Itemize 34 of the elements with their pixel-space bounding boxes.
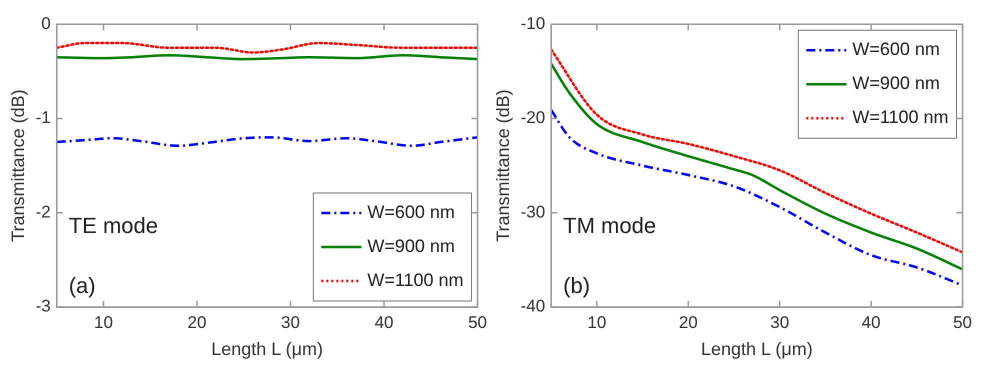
y-tick-label: 0 bbox=[41, 14, 51, 33]
x-tick-label: 20 bbox=[678, 312, 698, 332]
x-tick-label: 20 bbox=[188, 312, 206, 332]
x-tick-label: 40 bbox=[374, 312, 394, 332]
y-tick-label: -2 bbox=[36, 202, 51, 222]
legend-label: W=1100 nm bbox=[852, 107, 949, 128]
x-axis-title: Length L (μm) bbox=[700, 339, 813, 360]
x-tick-label: 40 bbox=[862, 312, 881, 332]
y-tick-label: -20 bbox=[520, 108, 546, 128]
y-axis-title: Transmittance (dB) bbox=[492, 89, 513, 242]
y-tick-label: -3 bbox=[36, 296, 51, 316]
legend-label: W=600 nm bbox=[367, 202, 455, 222]
legend-label: W=600 nm bbox=[852, 39, 940, 60]
y-tick-label: -10 bbox=[520, 14, 546, 33]
annotation: TM mode bbox=[563, 213, 656, 238]
annotation: TE mode bbox=[68, 213, 158, 238]
line-series bbox=[56, 42, 478, 54]
x-tick-label: 10 bbox=[587, 312, 606, 332]
annotation: (b) bbox=[563, 273, 590, 298]
y-tick-label: -30 bbox=[520, 202, 546, 222]
legend-label: W=900 nm bbox=[852, 73, 940, 94]
line-series bbox=[56, 136, 478, 148]
x-tick-label: 30 bbox=[281, 312, 300, 332]
x-tick-label: 50 bbox=[953, 312, 972, 332]
x-tick-label: 10 bbox=[94, 312, 113, 332]
legend-label: W=1100 nm bbox=[367, 270, 464, 290]
x-axis-title: Length L (μm) bbox=[211, 339, 324, 360]
legend-label: W=900 nm bbox=[367, 236, 455, 256]
y-tick-label: -40 bbox=[520, 296, 546, 316]
y-tick-label: -1 bbox=[36, 108, 51, 128]
annotation: (a) bbox=[68, 273, 96, 298]
x-tick-label: 30 bbox=[770, 312, 790, 332]
x-tick-label: 50 bbox=[468, 312, 488, 332]
y-axis-title: Transmittance (dB) bbox=[8, 89, 28, 242]
